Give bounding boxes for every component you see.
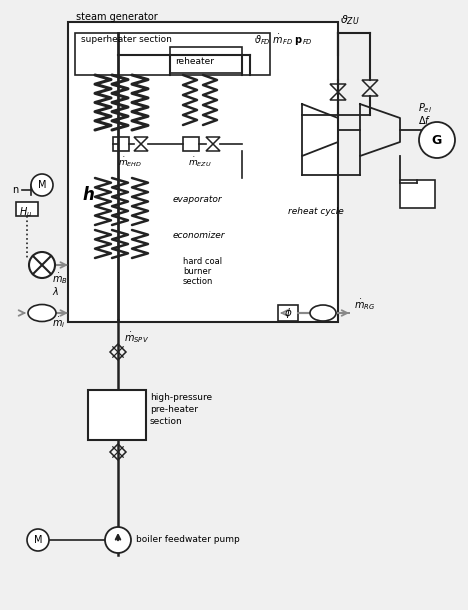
Text: $\vartheta_{ZU}$: $\vartheta_{ZU}$: [340, 13, 360, 27]
Text: burner: burner: [183, 268, 211, 276]
Text: $\dot{m}_{EZU}$: $\dot{m}_{EZU}$: [188, 156, 212, 169]
Text: $\Delta f$: $\Delta f$: [418, 114, 431, 126]
Text: superheater section: superheater section: [81, 35, 172, 43]
Text: $\lambda$: $\lambda$: [52, 285, 59, 297]
Text: reheat cycle: reheat cycle: [288, 207, 344, 217]
Bar: [400, 180, 435, 208]
Circle shape: [27, 529, 49, 551]
Bar: [278, 305, 298, 321]
Text: pre-heater: pre-heater: [150, 406, 198, 415]
Text: $P_{el}$: $P_{el}$: [418, 101, 432, 115]
Text: $\vartheta_{FD}\ \dot{m}_{FD}\ \mathbf{p}_{FD}$: $\vartheta_{FD}\ \dot{m}_{FD}\ \mathbf{p…: [254, 32, 313, 48]
Ellipse shape: [28, 304, 56, 321]
Text: section: section: [183, 278, 213, 287]
Text: steam generator: steam generator: [76, 12, 158, 22]
Text: n: n: [12, 185, 18, 195]
Bar: [113, 137, 129, 151]
Text: $\dot{m}_{EHD}$: $\dot{m}_{EHD}$: [118, 156, 142, 169]
Text: $\phi$: $\phi$: [284, 306, 292, 320]
Bar: [170, 47, 242, 73]
Bar: [75, 33, 270, 75]
Text: G: G: [432, 134, 442, 146]
Bar: [16, 202, 38, 216]
Text: $H_u$: $H_u$: [19, 205, 32, 219]
Text: M: M: [38, 180, 46, 190]
Bar: [68, 22, 338, 322]
Bar: [88, 390, 146, 440]
Text: evaporator: evaporator: [173, 195, 223, 204]
Ellipse shape: [310, 305, 336, 321]
Text: $\dot{m}_B$: $\dot{m}_B$: [52, 271, 68, 287]
Text: boiler feedwater pump: boiler feedwater pump: [136, 536, 240, 545]
Text: economizer: economizer: [173, 232, 226, 240]
Text: high-pressure: high-pressure: [150, 393, 212, 403]
Circle shape: [31, 174, 53, 196]
Text: $\dot{m}_{RG}$: $\dot{m}_{RG}$: [354, 298, 375, 312]
Text: hard coal: hard coal: [183, 257, 222, 267]
Text: $\dot{m}_i$: $\dot{m}_i$: [52, 315, 66, 331]
Text: $\dot{m}_{SPV}$: $\dot{m}_{SPV}$: [124, 331, 149, 345]
Text: M: M: [34, 535, 42, 545]
Circle shape: [419, 122, 455, 158]
Circle shape: [29, 252, 55, 278]
Text: reheater: reheater: [175, 57, 214, 66]
Text: h: h: [82, 186, 94, 204]
Circle shape: [105, 527, 131, 553]
Text: section: section: [150, 417, 183, 426]
Bar: [183, 137, 199, 151]
